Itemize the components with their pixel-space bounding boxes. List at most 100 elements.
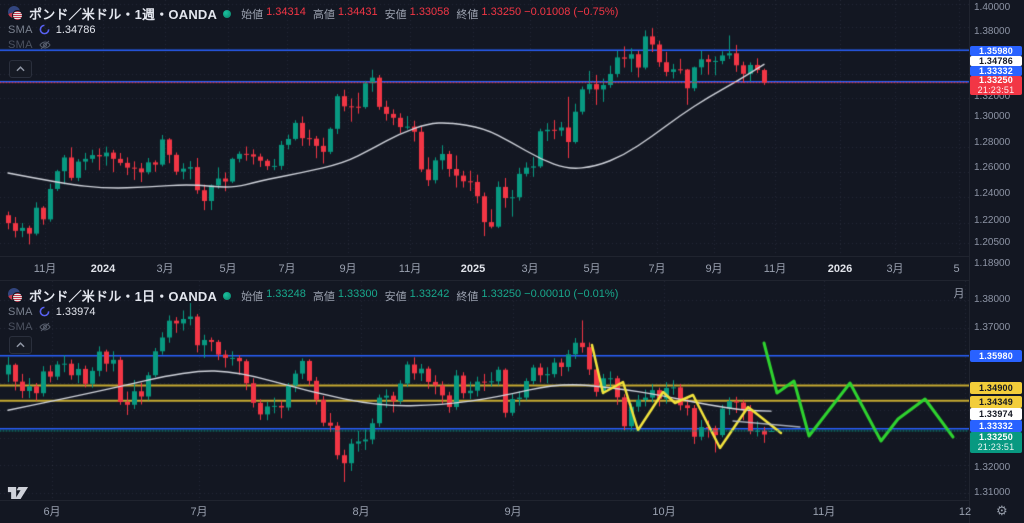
- price-tag: 1.33332: [970, 420, 1022, 432]
- time-axis-month-label: 12月: [958, 506, 972, 518]
- time-axis-month-label: 5月: [583, 263, 601, 275]
- close-label: 終値: [456, 8, 479, 21]
- sma-label: SMA: [8, 23, 33, 36]
- sma-hidden-legend-row[interactable]: SMA: [8, 319, 618, 334]
- time-axis-month-label: 10月: [652, 506, 676, 518]
- price-axis-label: 1.32000: [974, 91, 1011, 102]
- price-axis-label: 1.38000: [974, 26, 1011, 37]
- sma-hidden-legend-row[interactable]: SMA: [8, 37, 618, 52]
- open-value: 1.33248: [266, 287, 306, 300]
- price-axis-label: 1.37000: [974, 322, 1011, 333]
- time-axis-month-label: 11月: [763, 263, 787, 275]
- close-label: 終値: [456, 290, 479, 303]
- time-axis-month-label: 7月: [648, 263, 666, 275]
- price-tag: 1.33974: [970, 408, 1022, 420]
- price-axis-label: 1.28000: [974, 137, 1011, 148]
- collapse-pane-button[interactable]: [9, 60, 32, 78]
- price-axis-label: 1.31000: [974, 487, 1011, 498]
- price-axis-label: 1.30000: [974, 111, 1011, 122]
- time-axis-month-label: 5月: [953, 263, 965, 300]
- price-axis-label: 1.24000: [974, 188, 1011, 199]
- close-value: 1.33250: [481, 287, 522, 300]
- market-status-icon[interactable]: [223, 291, 232, 300]
- close-value: 1.33250: [481, 5, 522, 18]
- time-axis-month-label: 11月: [812, 506, 836, 518]
- open-label: 始値: [241, 290, 264, 303]
- price-axis-label: 1.26000: [974, 162, 1011, 173]
- currency-pair-icon: [8, 288, 23, 303]
- daily-time-axis[interactable]: 6月 7月 8月 9月 10月 11月 12月: [0, 500, 972, 523]
- time-axis-month-label: 8月: [352, 506, 370, 518]
- open-label: 始値: [241, 8, 264, 21]
- sma-value: 1.33974: [55, 305, 96, 318]
- price-tag: 1.35980: [970, 46, 1022, 56]
- symbol-title[interactable]: ポンド／米ドル・1日・OANDA: [29, 289, 218, 304]
- time-axis-month-label: 11月: [398, 263, 422, 275]
- time-axis-year-label: 2026: [827, 263, 853, 275]
- time-axis-settings-gear-icon[interactable]: ⚙: [996, 503, 1008, 518]
- price-tag: 1.34900: [970, 382, 1022, 394]
- time-axis-year-label: 2024: [90, 263, 116, 275]
- tradingview-logo[interactable]: [7, 485, 29, 506]
- time-axis-month-label: 11月: [33, 263, 57, 275]
- chevron-up-icon: [16, 66, 25, 72]
- sma-legend-row[interactable]: SMA 1.34786: [8, 22, 618, 37]
- sma-hidden-label: SMA: [8, 38, 33, 51]
- time-axis-month-label: 3月: [521, 263, 539, 275]
- low-value: 1.33242: [409, 287, 450, 300]
- symbol-title[interactable]: ポンド／米ドル・1週・OANDA: [29, 7, 218, 22]
- change-value: −0.01008 (−0.75%): [524, 5, 619, 18]
- daily-price-chart-canvas[interactable]: [0, 281, 969, 500]
- indicator-loading-icon: [39, 24, 50, 35]
- low-value: 1.33058: [409, 5, 450, 18]
- price-tag: 1.33250 21:23:51: [970, 75, 1022, 95]
- price-tag: 1.35980: [970, 350, 1022, 362]
- sma-hidden-label: SMA: [8, 320, 33, 333]
- price-axis-label: 1.32000: [974, 462, 1011, 473]
- weekly-price-chart-canvas[interactable]: [0, 0, 969, 256]
- time-axis-month-label: 3月: [156, 263, 174, 275]
- price-tag: 1.34786: [970, 56, 1022, 66]
- high-label: 高値: [312, 290, 335, 303]
- change-value: −0.00010 (−0.01%): [524, 287, 619, 300]
- high-label: 高値: [312, 8, 335, 21]
- sma-legend-row[interactable]: SMA 1.33974: [8, 304, 618, 319]
- time-axis-month-label: 7月: [278, 263, 296, 275]
- collapse-pane-button[interactable]: [9, 336, 32, 354]
- sma-label: SMA: [8, 305, 33, 318]
- price-axis-label: 1.38000: [974, 294, 1011, 305]
- weekly-time-axis[interactable]: 11月 2024 3月 5月 7月 9月 11月 2025 3月 5月 7月 9月 11月 2026 3月 5…: [0, 256, 969, 300]
- ohlc-readout: 始値 1.33248 高値 1.33300 安値 1.33242 終値 1.33250 …: [241, 288, 618, 304]
- time-axis-month-label: 9月: [705, 263, 723, 275]
- low-label: 安値: [384, 290, 407, 303]
- high-value: 1.33300: [337, 287, 378, 300]
- price-axis-column[interactable]: [969, 0, 1024, 523]
- market-status-icon[interactable]: [223, 9, 232, 18]
- time-axis-month-label: 9月: [504, 506, 522, 518]
- price-axis-label: 1.18900: [974, 258, 1011, 269]
- eye-off-icon[interactable]: [39, 321, 51, 333]
- time-axis-month-label: 5月: [219, 263, 237, 275]
- time-axis-month-label: 3月: [886, 263, 904, 275]
- time-axis-month-label: 7月: [190, 506, 208, 518]
- daily-pane-header: ポンド／米ドル・1日・OANDA 始値 1.33248 高値 1.33300 安値 1…: [8, 287, 618, 334]
- indicator-loading-icon: [39, 306, 50, 317]
- price-tag: 1.34349: [970, 396, 1022, 408]
- time-axis-month-label: 6月: [43, 506, 61, 518]
- weekly-pane-header: ポンド／米ドル・1週・OANDA 始値 1.34314 高値 1.34431 安値 1…: [8, 5, 618, 52]
- ohlc-readout: 始値 1.34314 高値 1.34431 安値 1.33058 終値 1.33250 …: [241, 6, 618, 22]
- high-value: 1.34431: [337, 5, 378, 18]
- chevron-up-icon: [16, 342, 25, 348]
- time-axis-year-label: 2025: [460, 263, 486, 275]
- price-tag: 1.33250 21:23:51: [970, 432, 1022, 453]
- price-axis-label: 1.22000: [974, 215, 1011, 226]
- time-axis-month-label: 9月: [339, 263, 357, 275]
- price-axis-label: 1.20500: [974, 237, 1011, 248]
- sma-value: 1.34786: [55, 23, 96, 36]
- low-label: 安値: [384, 8, 407, 21]
- eye-off-icon[interactable]: [39, 39, 51, 51]
- price-tag: 1.33332: [970, 66, 1022, 76]
- currency-pair-icon: [8, 6, 23, 21]
- price-axis-label: 1.40000: [974, 2, 1011, 13]
